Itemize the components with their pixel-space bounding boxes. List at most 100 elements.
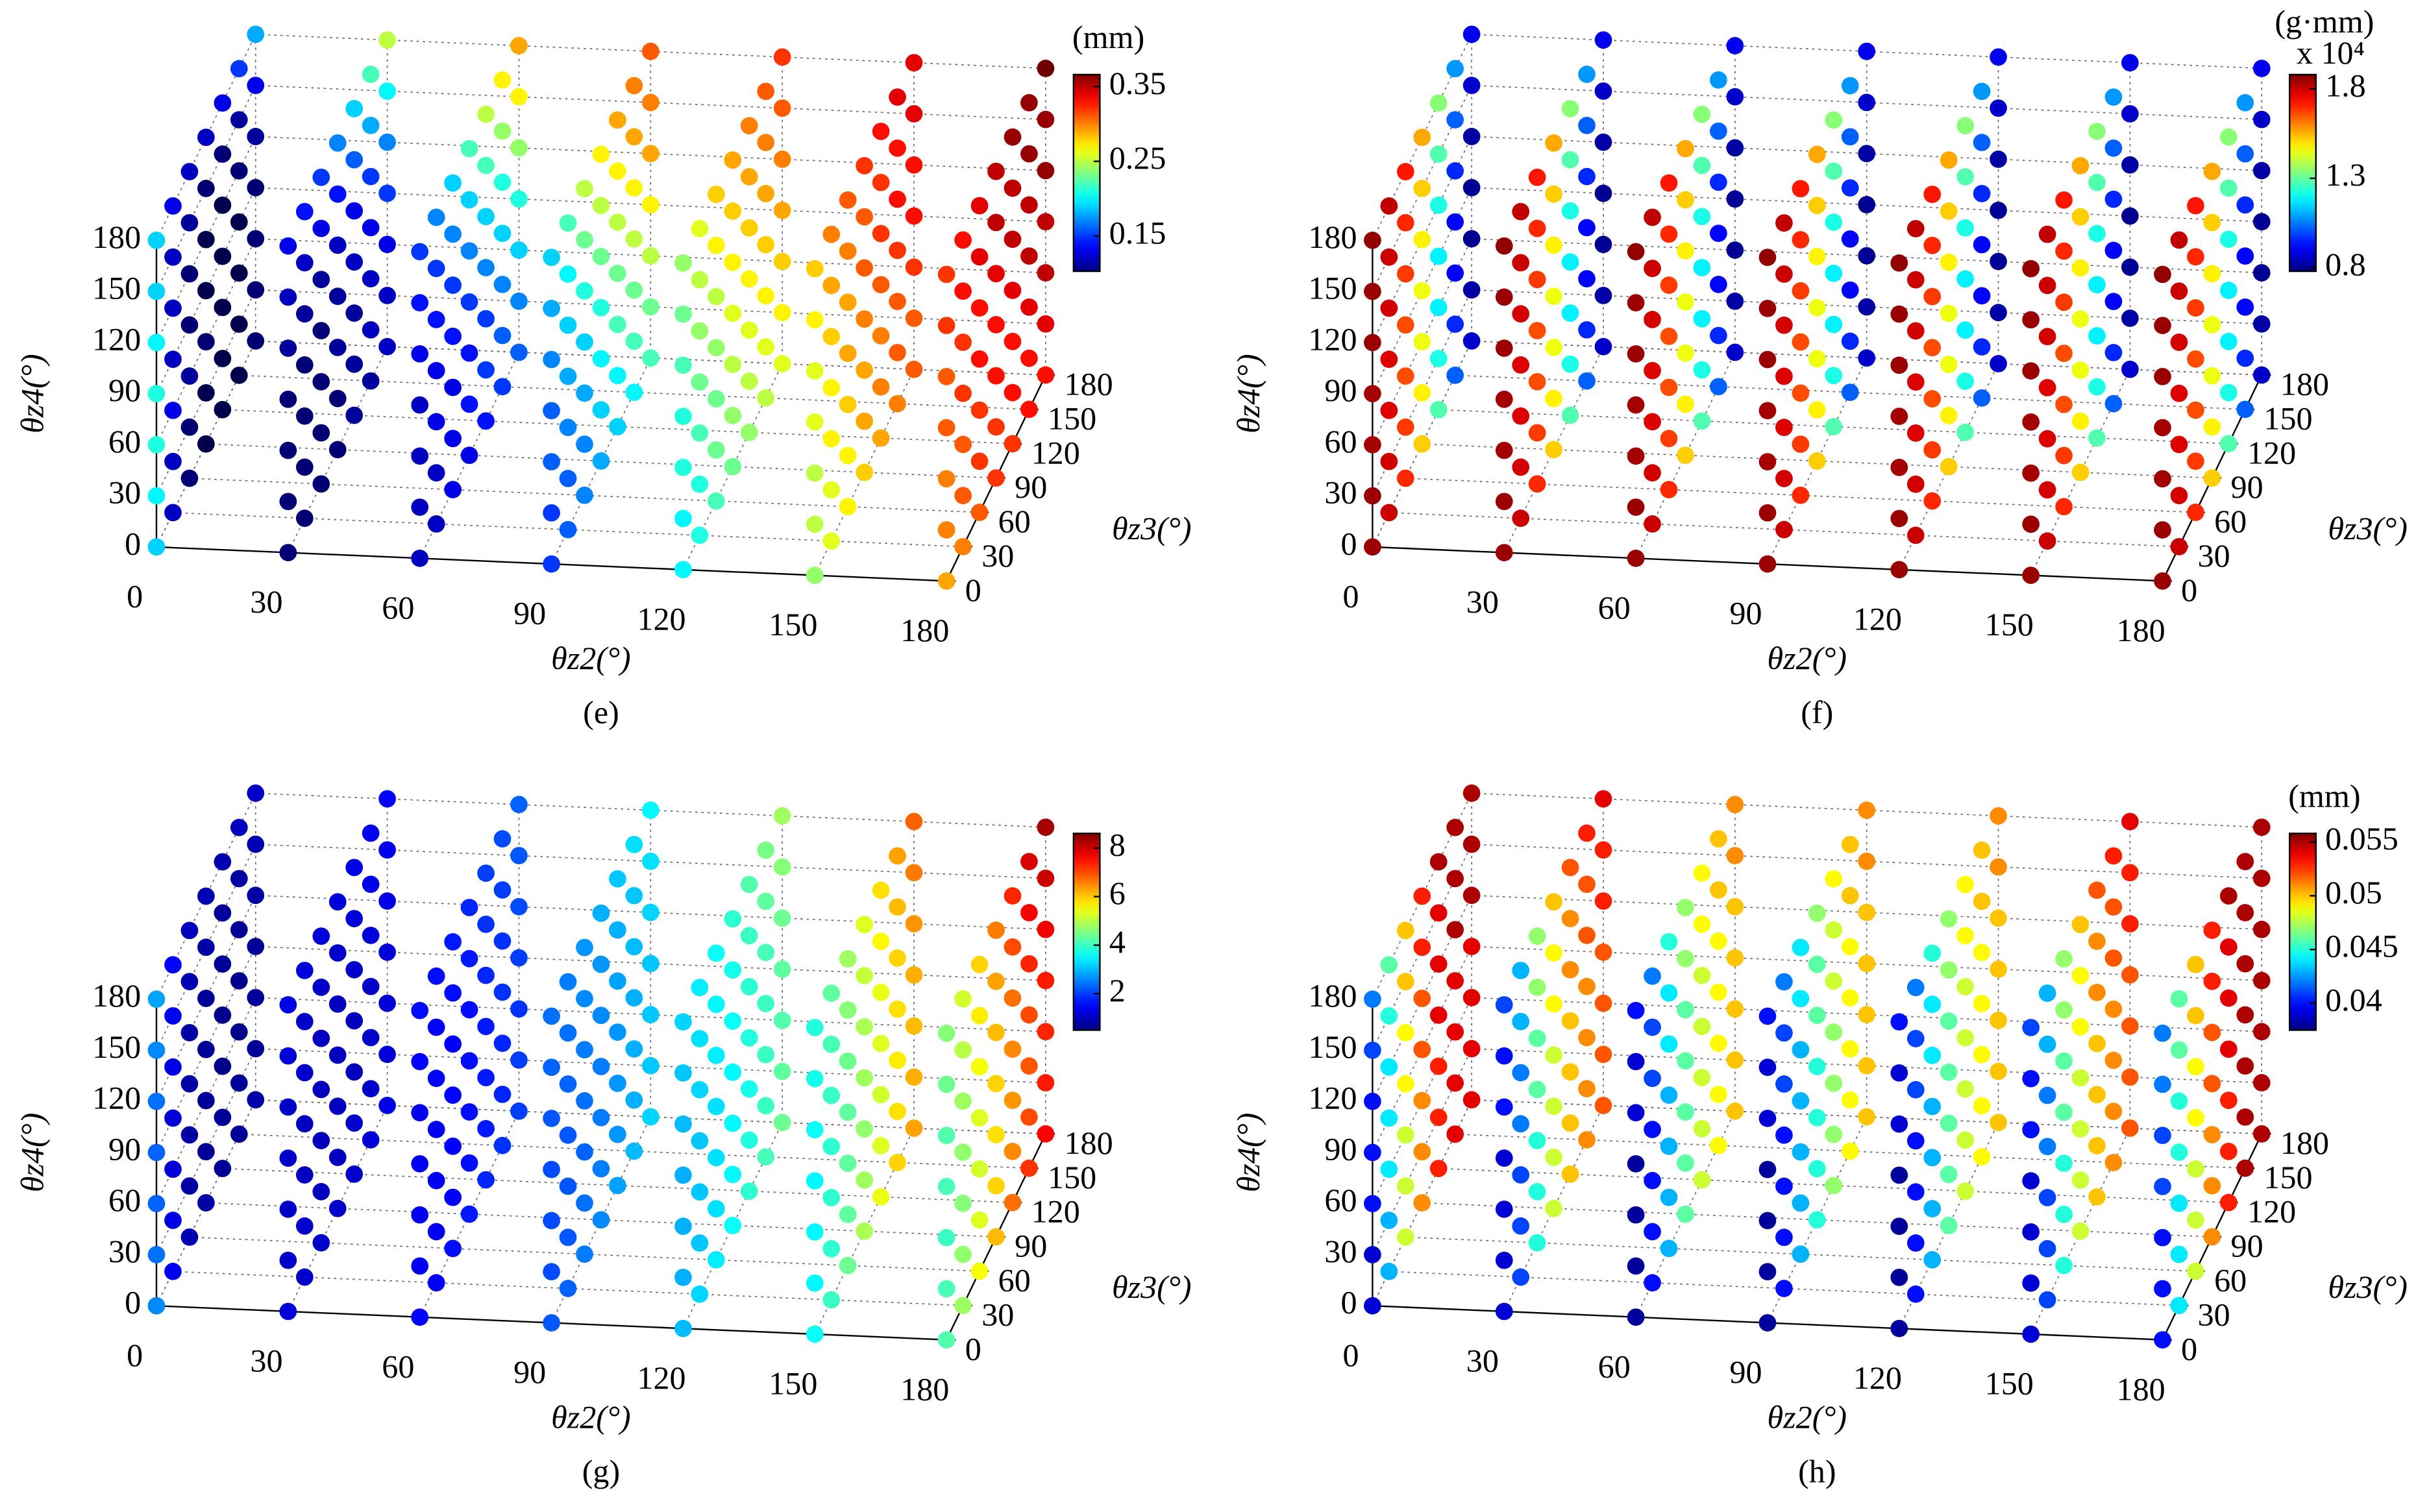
- data-point: [822, 481, 841, 499]
- colorbar: [1072, 833, 1101, 1031]
- data-point: [1364, 334, 1381, 352]
- data-point: [1380, 197, 1398, 215]
- data-point: [2236, 298, 2254, 316]
- data-point: [1528, 424, 1546, 442]
- data-point: [378, 31, 396, 49]
- data-point: [477, 864, 495, 882]
- z-tick-label: 60: [1324, 423, 1357, 459]
- data-point: [510, 37, 528, 55]
- data-point: [773, 355, 791, 372]
- data-point: [1396, 213, 1414, 232]
- data-point: [180, 973, 199, 990]
- data-point: [1429, 247, 1448, 265]
- data-point: [1429, 955, 1448, 973]
- data-point: [1396, 163, 1414, 180]
- data-point: [707, 492, 725, 510]
- data-point: [1004, 435, 1022, 453]
- data-point: [1710, 983, 1727, 1001]
- data-point: [1858, 1006, 1876, 1023]
- data-point: [954, 1194, 972, 1212]
- data-point: [822, 1239, 841, 1258]
- data-point: [1677, 1001, 1694, 1019]
- colorbar-tick-label: 0.055: [2325, 820, 2398, 857]
- data-point: [1512, 458, 1530, 476]
- data-point: [1561, 1165, 1579, 1183]
- data-point: [1973, 338, 1991, 356]
- data-point: [279, 1302, 297, 1321]
- panel-label: (f): [1801, 694, 1833, 730]
- data-point: [1825, 972, 1843, 990]
- data-point: [691, 424, 709, 442]
- y-tick-label: 60: [2214, 1262, 2247, 1298]
- data-point: [247, 77, 265, 95]
- data-point: [1677, 1154, 1694, 1172]
- y-axis-label: θz3(°): [2328, 1269, 2408, 1305]
- data-point: [247, 1040, 265, 1058]
- data-point: [954, 1041, 972, 1059]
- data-point: [889, 293, 906, 310]
- data-point: [295, 962, 314, 979]
- data-point: [987, 213, 1005, 232]
- data-point: [674, 1319, 692, 1337]
- data-point: [493, 378, 512, 396]
- x-tick-label: 90: [1730, 1354, 1762, 1390]
- data-point: [1413, 128, 1431, 146]
- data-point: [543, 1110, 560, 1127]
- data-point: [2038, 1189, 2056, 1206]
- data-point: [2219, 1193, 2238, 1212]
- z-tick-label: 0: [125, 525, 141, 561]
- data-point: [214, 350, 232, 367]
- data-point: [856, 310, 874, 328]
- data-point: [1627, 396, 1645, 414]
- data-point: [724, 1217, 742, 1234]
- data-point: [1545, 1097, 1563, 1116]
- data-point: [1693, 1018, 1711, 1036]
- data-point: [1858, 247, 1876, 265]
- data-point: [905, 105, 923, 123]
- data-point: [378, 287, 396, 304]
- data-point: [1495, 1302, 1513, 1321]
- data-point: [279, 390, 297, 408]
- data-point: [740, 1029, 758, 1047]
- data-point: [625, 230, 643, 248]
- data-point: [1956, 978, 1975, 995]
- data-point: [1644, 515, 1661, 533]
- data-point: [937, 419, 956, 437]
- data-point: [740, 219, 758, 237]
- data-point: [1380, 1109, 1398, 1127]
- data-point: [2038, 1291, 2056, 1309]
- data-point: [1956, 1182, 1975, 1200]
- data-point: [1677, 293, 1694, 311]
- z-tick-label: 30: [1324, 474, 1357, 511]
- x-tick-label: 150: [1985, 1365, 2034, 1402]
- data-point: [1858, 1108, 1876, 1126]
- data-point: [905, 156, 923, 174]
- data-point: [345, 355, 364, 373]
- data-point: [691, 1285, 709, 1303]
- data-point: [1020, 247, 1038, 265]
- data-point: [312, 424, 330, 442]
- data-point: [1825, 1125, 1843, 1143]
- z-tick-label: 150: [92, 270, 141, 306]
- data-point: [1841, 886, 1859, 905]
- data-point: [2203, 265, 2221, 282]
- data-point: [1446, 921, 1464, 939]
- data-point: [889, 1154, 906, 1171]
- data-point: [2219, 384, 2238, 402]
- data-point: [230, 366, 248, 384]
- data-point: [1446, 264, 1464, 282]
- data-point: [1644, 1018, 1661, 1036]
- x-tick-label: 150: [1985, 606, 2034, 642]
- z-tick-label: 30: [1324, 1233, 1357, 1269]
- data-point: [510, 190, 528, 208]
- data-point: [576, 435, 593, 453]
- data-point: [822, 1138, 841, 1156]
- data-point: [247, 281, 265, 299]
- data-point: [1792, 333, 1810, 351]
- data-point: [427, 515, 445, 533]
- data-point: [328, 893, 347, 911]
- data-point: [1396, 418, 1414, 436]
- data-point: [1890, 1013, 1908, 1031]
- data-point: [230, 264, 248, 282]
- data-point: [1578, 824, 1596, 842]
